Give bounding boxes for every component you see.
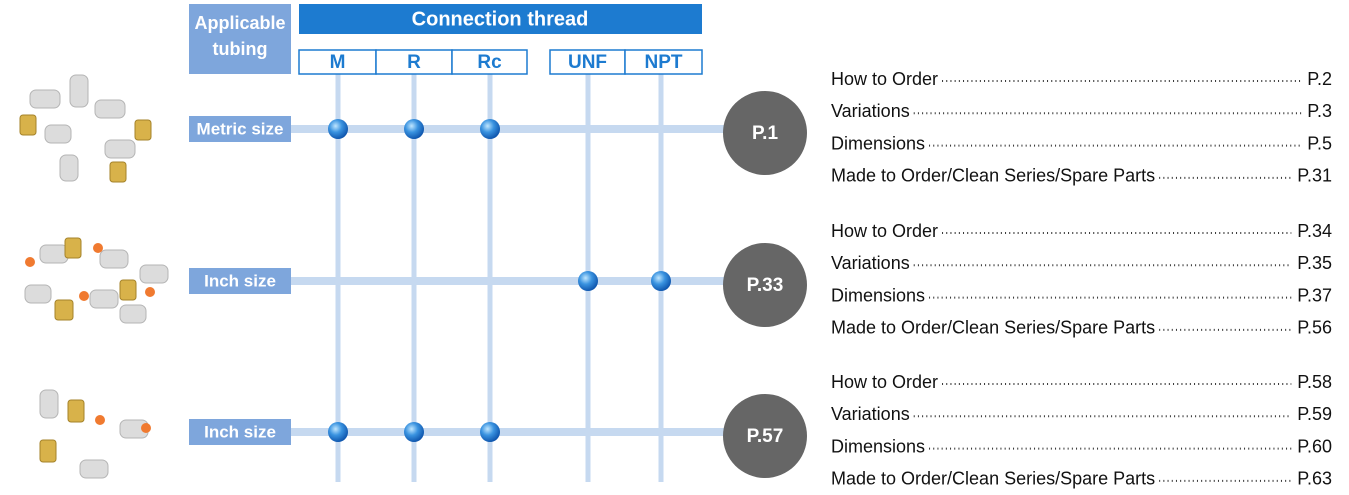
contents-item: How to Order [831, 372, 938, 392]
contents-item: Dimensions [831, 436, 925, 456]
row-label-box [189, 268, 291, 294]
contents-item: How to Order [831, 69, 938, 89]
contents-item: Variations [831, 253, 910, 273]
tubing-header-text: tubing [213, 39, 268, 59]
row-label-box [189, 116, 291, 142]
contents-item: Made to Order/Clean Series/Spare Parts [831, 318, 1155, 338]
contents-item: Variations [831, 404, 910, 424]
page-badge [723, 394, 807, 478]
row-label: Inch size [204, 422, 276, 441]
thread-label: Rc [477, 52, 502, 73]
row-label: Inch size [204, 271, 276, 290]
contents-item: Variations [831, 101, 910, 121]
thread-header-text: Connection thread [412, 8, 589, 30]
row-label-box [189, 419, 291, 445]
applicable-dot [328, 119, 348, 139]
thread-label: UNF [568, 52, 607, 73]
applicable-dot [578, 271, 598, 291]
contents-item: Made to Order/Clean Series/Spare Parts [831, 469, 1155, 489]
thread-box [451, 49, 528, 75]
product-images [19, 74, 169, 479]
row-label: Metric size [197, 119, 284, 138]
contents-page: P.63 [1297, 469, 1332, 489]
thread-box [624, 49, 703, 75]
contents-page: P.5 [1307, 133, 1332, 153]
page-badge [723, 243, 807, 327]
contents-page: P.31 [1297, 166, 1332, 186]
contents-page: P.2 [1307, 69, 1332, 89]
contents-item: Made to Order/Clean Series/Spare Parts [831, 166, 1155, 186]
contents-page: P.34 [1297, 221, 1332, 241]
contents-item: Dimensions [831, 285, 925, 305]
tubing-header-text: Applicable [194, 13, 285, 33]
applicable-dot [480, 119, 500, 139]
thread-label: NPT [645, 52, 683, 73]
thread-label: R [407, 52, 421, 73]
page-badge [723, 91, 807, 175]
contents-page: P.3 [1307, 101, 1332, 121]
page-badge-text: P.57 [747, 426, 784, 447]
page-badge-text: P.33 [747, 275, 784, 296]
tubing-header [189, 4, 291, 74]
contents-page: P.37 [1297, 285, 1332, 305]
contents-page: P.60 [1297, 436, 1332, 456]
contents-page: P.35 [1297, 253, 1332, 273]
contents-page: P.59 [1297, 404, 1332, 424]
contents-page: P.58 [1297, 372, 1332, 392]
applicable-dot [328, 422, 348, 442]
applicable-dot [404, 119, 424, 139]
contents-item: Dimensions [831, 133, 925, 153]
thread-header [299, 4, 702, 34]
page-badge-text: P.1 [752, 123, 779, 144]
applicable-dot [651, 271, 671, 291]
thread-label: M [330, 52, 346, 73]
contents-item: How to Order [831, 221, 938, 241]
contents-page: P.56 [1297, 318, 1332, 338]
applicable-dot [480, 422, 500, 442]
applicable-dot [404, 422, 424, 442]
